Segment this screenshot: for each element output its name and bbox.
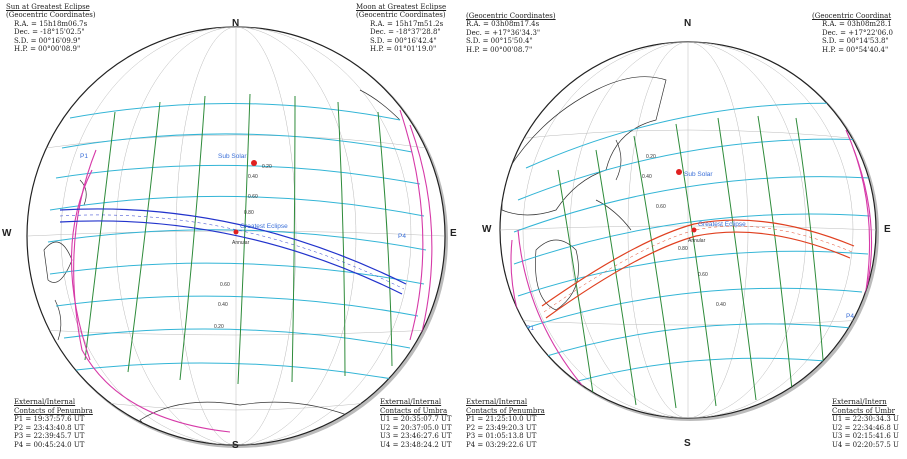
contacts-subtitle: Contacts of Umbr (832, 406, 896, 415)
annular-label: Annular (688, 238, 706, 244)
contact-u3: U3 = 02:15:41.6 U (832, 432, 899, 441)
contact-u4: U4 = 02:20:57.5 U (832, 440, 899, 449)
contact-u2: U2 = 20:37:05.0 UT (380, 423, 452, 432)
contacts-subtitle: Contacts of Umbra (380, 406, 448, 415)
sub-solar-label: Sub Solar (684, 171, 713, 178)
greatest-eclipse-label: Greatest Eclipse (698, 221, 746, 228)
contact-p2: P2 = 23:43:40.8 UT (14, 423, 85, 432)
compass-west: W (482, 224, 492, 235)
annular-label: Annular (232, 240, 250, 246)
p4-label: P4 (846, 313, 854, 320)
umbra-contacts-block: External/Internal Contacts of Umbra U1 =… (380, 398, 452, 450)
sun-block-subtitle: (Geocentric Coordinates) (6, 11, 96, 20)
moon-block-title: Moon at Greatest Eclipse (356, 3, 447, 11)
contacts-title: External/Internal (14, 398, 76, 406)
umbra-contacts-block: External/Intern Contacts of Umbr U1 = 22… (832, 398, 899, 450)
moon-ra: R.A. = 15h17m51.2s (370, 19, 444, 28)
magnitude-label: 0.40 (218, 302, 228, 308)
compass-north: N (232, 18, 240, 29)
p4-label: P4 (398, 233, 406, 240)
contact-u2: U2 = 22:34:46.8 U (832, 423, 899, 432)
sun-coordinates-block: (Geocentric Coordinates) R.A. = 03h08m17… (466, 12, 556, 54)
moon-dec: Dec. = +17°22'06.0 (822, 28, 893, 37)
magnitude-label: 0.60 (220, 282, 230, 288)
contact-p1: P1 = 19:37:57.6 UT (14, 415, 85, 424)
magnitude-label: 0.40 (248, 174, 258, 180)
sun-sd: S.D. = 00°15'50.4" (466, 37, 533, 46)
right-eclipse-map-panel: Sub Solar Greatest Eclipse Annular P1 P4… (466, 0, 907, 459)
left-globe-svg: Sub Solar Greatest Eclipse Annular P1 P4… (26, 26, 448, 448)
contact-u1: U1 = 22:30:34.3 U (832, 415, 899, 424)
contact-p4: P4 = 00:45:24.0 UT (14, 440, 85, 449)
moon-ra: R.A. = 03h08m28.1 (822, 20, 892, 29)
left-eclipse-path (59, 208, 407, 295)
moon-dec: Dec. = -18°37'28.8" (370, 28, 441, 37)
sun-block-title: Sun at Greatest Eclipse (6, 3, 90, 11)
magnitude-label: 0.40 (642, 174, 652, 180)
left-eclipse-map-panel: Sub Solar Greatest Eclipse Annular P1 P4… (2, 3, 457, 451)
contacts-subtitle: Contacts of Penumbra (466, 406, 545, 415)
greatest-eclipse-point (691, 227, 697, 233)
contacts-title: External/Internal (380, 398, 442, 406)
sun-ra: R.A. = 15h18m06.7s (14, 19, 88, 28)
compass-north: N (684, 18, 692, 29)
sun-hp: H.P. = 00°00'08.9" (14, 45, 81, 54)
sun-sd: S.D. = 00°16'09.9" (14, 36, 81, 45)
moon-coordinates-block: Moon at Greatest Eclipse (Geocentric Coo… (356, 3, 446, 53)
contact-u1: U1 = 20:35:07.7 UT (380, 415, 452, 424)
right-globe-svg: Sub Solar Greatest Eclipse Annular P1 P4… (499, 41, 879, 421)
p1-label: P1 (526, 325, 534, 332)
moon-coordinates-block: (Geocentric Coordinat R.A. = 03h08m28.1 … (812, 12, 893, 54)
sub-solar-label: Sub Solar (218, 153, 247, 160)
contacts-title: External/Intern (832, 398, 887, 406)
magnitude-label: 0.80 (244, 210, 254, 216)
sub-solar-point (251, 160, 257, 166)
sub-solar-point (676, 169, 682, 175)
compass-west: W (2, 228, 12, 239)
right-eclipse-path (541, 219, 855, 319)
compass-east: E (450, 228, 457, 239)
contact-p4: P4 = 03:29:22.6 UT (466, 440, 537, 449)
contact-u3: U3 = 23:46:27.6 UT (380, 432, 452, 441)
compass-east: E (884, 224, 891, 235)
moon-hp: H.P. = 01°01'19.0" (370, 45, 437, 54)
compass-south: S (232, 440, 239, 451)
magnitude-label: 0.20 (646, 154, 656, 160)
sun-hp: H.P. = 00°00'08.7" (466, 45, 533, 54)
contact-p3: P3 = 22:39:45.7 UT (14, 432, 85, 441)
p1-label: P1 (80, 153, 88, 160)
compass-south: S (684, 438, 691, 449)
sun-dec: Dec. = -18°15'02.5" (14, 28, 85, 37)
magnitude-label: 0.80 (678, 246, 688, 252)
greatest-eclipse-point (233, 229, 239, 235)
contacts-subtitle: Contacts of Penumbra (14, 406, 93, 415)
penumbra-contacts-block: External/Internal Contacts of Penumbra P… (466, 398, 545, 450)
magnitude-label: 0.60 (656, 204, 666, 210)
greatest-eclipse-label: Greatest Eclipse (240, 223, 288, 230)
magnitude-label: 0.20 (262, 164, 272, 170)
moon-hp: H.P. = 00°54'40.4" (822, 45, 889, 54)
magnitude-label: 0.20 (214, 324, 224, 330)
contacts-title: External/Internal (466, 398, 528, 406)
magnitude-label: 0.40 (716, 302, 726, 308)
contact-p3: P3 = 01:05:13.8 UT (466, 432, 537, 441)
sun-coordinates-block: Sun at Greatest Eclipse (Geocentric Coor… (6, 3, 96, 53)
moon-sd: S.D. = 00°16'42.4" (370, 36, 437, 45)
sun-dec: Dec. = +17°36'34.3" (466, 28, 541, 37)
moon-block-subtitle: (Geocentric Coordinates) (356, 11, 446, 20)
magnitude-label: 0.60 (248, 194, 258, 200)
moon-block-subtitle: (Geocentric Coordinat (812, 12, 892, 20)
contact-u4: U4 = 23:48:24.2 UT (380, 440, 452, 449)
contact-p1: P1 = 21:25:10.0 UT (466, 415, 537, 424)
moon-sd: S.D. = 00°14'53.8" (822, 37, 889, 46)
penumbra-contacts-block: External/Internal Contacts of Penumbra P… (14, 398, 93, 450)
contact-p2: P2 = 23:49:20.3 UT (466, 423, 537, 432)
sun-ra: R.A. = 03h08m17.4s (466, 20, 540, 29)
magnitude-label: 0.60 (698, 272, 708, 278)
sun-block-subtitle: (Geocentric Coordinates) (466, 12, 556, 20)
